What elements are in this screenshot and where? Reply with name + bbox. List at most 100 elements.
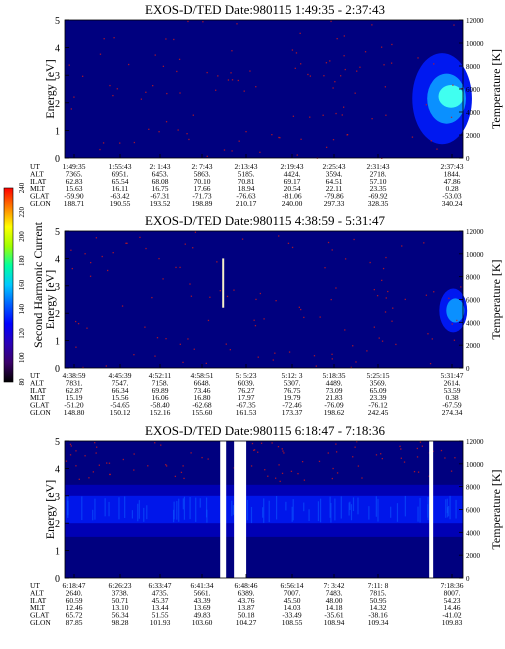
noise-speckle xyxy=(140,98,143,100)
data-gap xyxy=(234,441,247,578)
table-cell: -59.90 xyxy=(64,192,84,201)
band-streak xyxy=(446,507,449,518)
noise-speckle xyxy=(68,64,70,66)
table-cell: 297.33 xyxy=(324,199,345,208)
table-cell: 14.03 xyxy=(284,603,301,612)
noise-speckle xyxy=(243,90,245,92)
noise-speckle xyxy=(291,246,294,249)
right-tick-label: 0 xyxy=(466,155,470,163)
noise-speckle xyxy=(162,65,165,68)
noise-speckle xyxy=(364,51,367,53)
noise-speckle xyxy=(282,450,284,452)
table-cell: 65.54 xyxy=(112,177,129,186)
table-cell: 148.80 xyxy=(64,408,85,417)
table-cell: 69.89 xyxy=(152,386,169,395)
noise-speckle xyxy=(416,456,419,458)
table-row-label: GLAT xyxy=(30,192,50,201)
noise-speckle xyxy=(105,365,107,367)
noise-speckle xyxy=(112,252,114,254)
colorbar: 240 220 200 180 160 140 120 100 80 Second Harmon… xyxy=(3,182,45,386)
table-cell: 64.51 xyxy=(326,177,343,186)
table-cell: 43.39 xyxy=(194,596,211,605)
table-cell: 5:25:15 xyxy=(367,371,390,380)
band-streak xyxy=(417,506,419,522)
band-streak xyxy=(182,498,184,510)
band-streak xyxy=(329,496,331,518)
noise-speckle xyxy=(216,261,218,263)
noise-speckle xyxy=(300,63,302,65)
noise-speckle xyxy=(391,43,393,46)
table-row-label: MLT xyxy=(30,393,46,402)
noise-speckle xyxy=(335,287,337,289)
noise-speckle xyxy=(165,38,167,40)
noise-speckle xyxy=(253,449,256,451)
table-cell: -72.46 xyxy=(282,401,302,410)
noise-speckle xyxy=(182,465,184,467)
right-tick-label: 2000 xyxy=(466,552,481,560)
noise-speckle xyxy=(352,345,354,347)
noise-speckle xyxy=(425,294,428,296)
noise-speckle xyxy=(75,450,77,452)
noise-speckle xyxy=(315,365,317,367)
y-tick-label: 3 xyxy=(55,282,60,293)
noise-speckle xyxy=(225,343,227,345)
y-tick-label: 0 xyxy=(55,154,60,165)
noise-speckle xyxy=(151,296,153,299)
table-cell: 7547. xyxy=(112,378,129,387)
noise-speckle xyxy=(339,75,342,77)
noise-speckle xyxy=(384,86,387,88)
table-cell: 274.34 xyxy=(442,408,463,417)
band-streak xyxy=(348,502,350,516)
noise-speckle xyxy=(297,472,299,475)
right-tick-label: 12000 xyxy=(466,17,484,25)
table-cell: 198.62 xyxy=(324,408,345,417)
noise-speckle xyxy=(70,249,72,251)
table-cell: 161.53 xyxy=(236,408,257,417)
table-cell: 62.87 xyxy=(66,386,83,395)
table-cell: 6389. xyxy=(238,588,255,597)
table-row-label: GLAT xyxy=(30,611,50,620)
noise-speckle xyxy=(253,319,255,321)
noise-speckle xyxy=(75,346,77,348)
noise-speckle xyxy=(325,62,328,64)
band-streak xyxy=(263,498,265,523)
noise-speckle xyxy=(69,443,72,445)
band-streak xyxy=(303,502,305,512)
noise-speckle xyxy=(188,138,190,141)
table-cell: 3594. xyxy=(326,169,343,178)
noise-speckle xyxy=(226,295,229,298)
band-streak xyxy=(275,496,278,520)
table-cell: 20.54 xyxy=(284,184,301,193)
noise-speckle xyxy=(453,24,455,26)
table-cell: 98.28 xyxy=(112,618,129,627)
y-tick-label: 3 xyxy=(55,71,60,82)
band-streak xyxy=(350,504,353,521)
colorbar-tick-label: 200 xyxy=(18,231,26,242)
table-cell: 13.87 xyxy=(238,603,255,612)
table-cell: 14.46 xyxy=(444,603,461,612)
noise-speckle xyxy=(330,298,332,301)
noise-speckle xyxy=(303,316,305,319)
y-tick-label: 5 xyxy=(55,16,60,27)
noise-speckle xyxy=(279,137,281,139)
colorbar-tick-label: 80 xyxy=(18,378,26,386)
right-tick-label: 6000 xyxy=(466,86,481,94)
table-cell: 60.59 xyxy=(66,596,83,605)
noise-speckle xyxy=(400,448,402,450)
noise-speckle xyxy=(173,38,175,41)
table-cell: 2: 1:43 xyxy=(149,162,170,171)
table-row-label: ILAT xyxy=(30,177,47,186)
table-cell: 87.85 xyxy=(66,618,83,627)
table-cell: 56.34 xyxy=(112,611,129,620)
right-tick-label: 10000 xyxy=(466,40,484,48)
table-cell: 76.75 xyxy=(284,386,301,395)
noise-speckle xyxy=(98,464,101,466)
noise-speckle xyxy=(128,63,130,66)
table-cell: 5:12: 3 xyxy=(281,371,302,380)
table-cell: 6039. xyxy=(238,378,255,387)
noise-speckle xyxy=(116,88,118,90)
band-streak xyxy=(368,506,370,520)
table-cell: 155.60 xyxy=(192,408,213,417)
noise-speckle xyxy=(84,455,86,457)
